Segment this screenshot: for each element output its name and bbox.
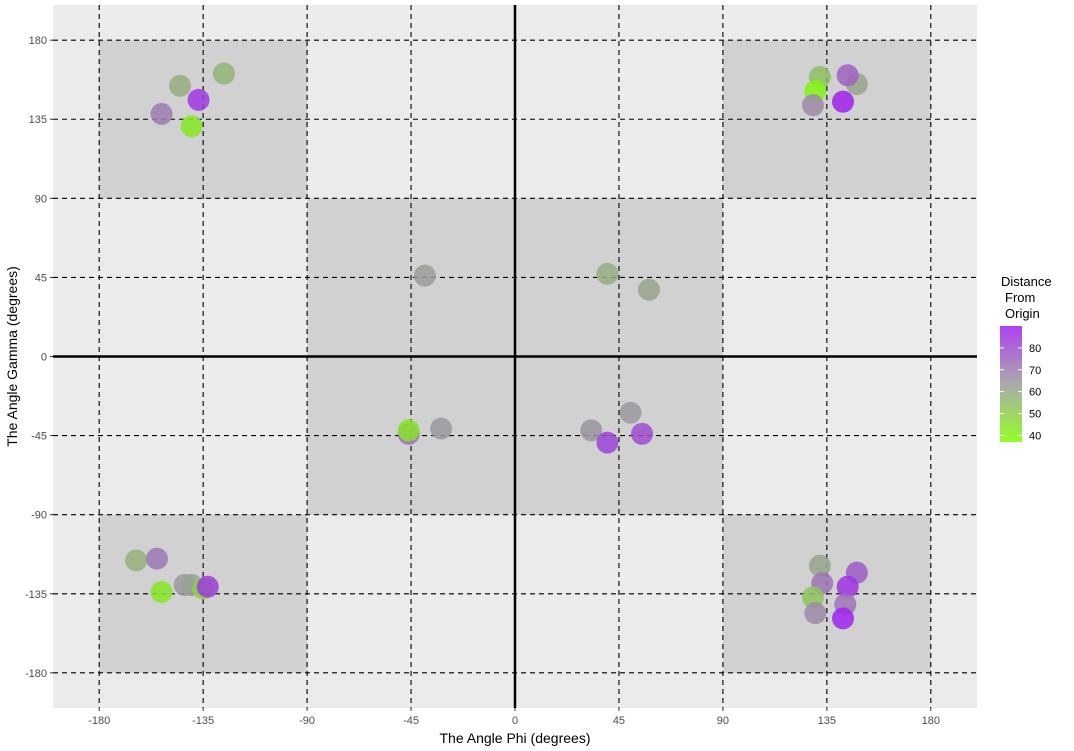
data-point-9 [801,94,824,117]
data-point-35 [832,607,855,630]
x-tick-label: -135 [192,715,214,727]
data-point-3 [150,102,173,125]
data-point-8 [836,64,859,87]
data-point-22 [145,547,168,570]
y-tick-label: 90 [35,193,47,205]
y-tick-label: 180 [29,35,47,47]
x-tick-label: 180 [922,715,940,727]
data-point-18 [619,401,642,424]
legend-tick-label: 40 [1029,430,1041,442]
data-point-28 [808,554,831,577]
data-point-12 [596,262,619,285]
x-tick-label: 0 [512,715,518,727]
x-tick-label: 45 [613,715,625,727]
legend-tick-label: 70 [1029,365,1041,377]
y-tick-label: -180 [25,668,47,680]
y-tick-label: -90 [31,510,47,522]
x-tick-label: -180 [88,715,110,727]
x-axis-title: The Angle Phi (degrees) [440,730,591,746]
data-point-27 [196,575,219,598]
x-tick-label: 90 [717,715,729,727]
tick-labels: -180 -135 -90 -45 0 45 90 135 180 -180 -135 -90 -45 0… [25,35,940,727]
legend-ticks: 40 50 60 70 80 [1000,343,1041,442]
data-point-13 [637,278,660,301]
data-point-19 [631,422,654,445]
data-point-25 [150,581,173,604]
data-point-17 [580,419,603,442]
x-tick-label: -45 [403,715,419,727]
legend-title-line-3: Origin [1005,306,1040,321]
data-point-31 [836,575,859,598]
legend-tick-label: 60 [1029,387,1041,399]
data-point-10 [832,90,855,113]
y-tick-label: 0 [41,352,47,364]
data-point-2 [187,88,210,111]
y-tick-label: 135 [29,114,47,126]
legend-tick-label: 80 [1029,343,1041,355]
data-point-21 [125,549,148,572]
legend-title-line-1: Distance [1001,274,1052,289]
data-point-16 [430,417,453,440]
y-tick-label: -45 [31,431,47,443]
y-tick-label: -135 [25,589,47,601]
legend-title-line-2: From [1005,290,1035,305]
data-point-4 [180,115,203,138]
y-axis-title: The Angle Gamma (degrees) [4,266,20,447]
legend-colorbar [1000,326,1022,442]
x-tick-label: -90 [299,715,315,727]
data-points [125,62,868,630]
zero-axes [53,5,977,708]
legend: Distance From Origin 40 50 60 70 80 [1000,274,1052,442]
legend-tick-label: 50 [1029,409,1041,421]
x-tick-label: 135 [818,715,836,727]
data-point-15 [397,419,420,442]
data-point-1 [212,62,235,85]
y-tick-label: 45 [35,272,47,284]
data-point-34 [804,602,827,625]
data-point-20 [596,431,619,454]
data-point-0 [169,74,192,97]
data-point-11 [413,264,436,287]
